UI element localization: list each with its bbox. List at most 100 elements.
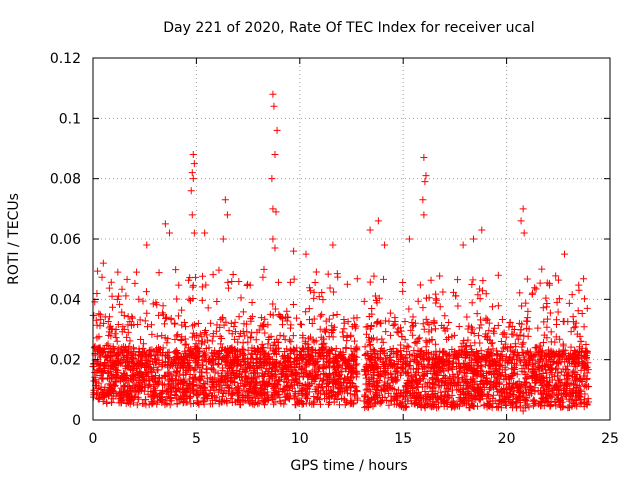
data-point [221,346,229,354]
data-point [247,334,255,342]
data-point [471,339,479,347]
data-point [137,370,145,378]
data-point [425,360,433,368]
data-point [468,280,476,288]
data-point [482,358,490,366]
data-point [237,379,245,387]
data-point [482,316,490,324]
data-point [385,356,393,364]
data-point [314,368,322,376]
data-point [325,400,333,408]
data-point [217,340,225,348]
data-point [545,387,553,395]
data-point [561,346,569,354]
data-point [384,374,392,382]
data-point [144,323,152,331]
data-point [239,349,247,357]
data-point [538,398,546,406]
data-point [580,323,588,331]
data-point [577,366,585,374]
data-point [479,353,487,361]
data-point [264,358,272,366]
data-point [332,344,340,352]
data-point [271,244,279,252]
data-point [374,217,382,225]
data-point [418,360,426,368]
data-point [467,328,475,336]
data-point [183,398,191,406]
data-point [193,386,201,394]
data-point [519,349,527,357]
data-point [155,379,163,387]
data-point [382,317,390,325]
data-point [343,389,351,397]
data-point [377,387,385,395]
data-point [439,348,447,356]
data-point [159,359,167,367]
data-point [243,393,251,401]
x-tick-label: 0 [89,431,98,447]
data-point [237,396,245,404]
data-point [166,229,174,237]
data-point [382,328,390,336]
data-point [514,387,522,395]
data-point [327,389,335,397]
data-point [513,355,521,363]
data-point [448,401,456,409]
data-point [411,339,419,347]
data-point [222,353,230,361]
x-tick-label: 5 [192,431,201,447]
data-point [269,235,277,243]
data-point [269,396,277,404]
data-point [507,399,515,407]
data-point [341,356,349,364]
data-point [472,368,480,376]
data-point [560,384,568,392]
data-point [259,273,267,281]
data-point [422,343,430,351]
data-point [406,350,414,358]
data-point [235,278,243,286]
data-point [571,323,579,331]
data-point [218,344,226,352]
data-point [463,349,471,357]
data-point [380,347,388,355]
data-point [522,397,530,405]
data-point [203,331,211,339]
data-point [328,326,336,334]
data-point [421,403,429,411]
axis-ticks [92,57,611,421]
data-point [109,357,117,365]
data-point [480,401,488,409]
data-point [344,318,352,326]
data-point [466,342,474,350]
data-point [494,321,502,329]
data-point [222,381,230,389]
data-point [283,345,291,353]
data-point [132,351,140,359]
data-point [564,362,572,370]
data-point [271,377,279,385]
data-point [565,299,573,307]
data-point [361,404,369,412]
data-point [367,321,375,329]
data-point [580,275,588,283]
data-point [271,305,279,313]
data-point [340,316,348,324]
data-point [583,348,591,356]
data-point [291,394,299,402]
data-point [501,364,509,372]
data-point [110,345,118,353]
data-point [377,397,385,405]
y-tick-label: 0.04 [50,292,81,308]
data-point [249,375,257,383]
data-point [485,327,493,335]
data-point [248,299,256,307]
data-point [336,401,344,409]
data-point [165,354,173,362]
data-point [276,397,284,405]
data-point [389,344,397,352]
data-point [260,320,268,328]
data-point [98,273,106,281]
data-point [444,380,452,388]
